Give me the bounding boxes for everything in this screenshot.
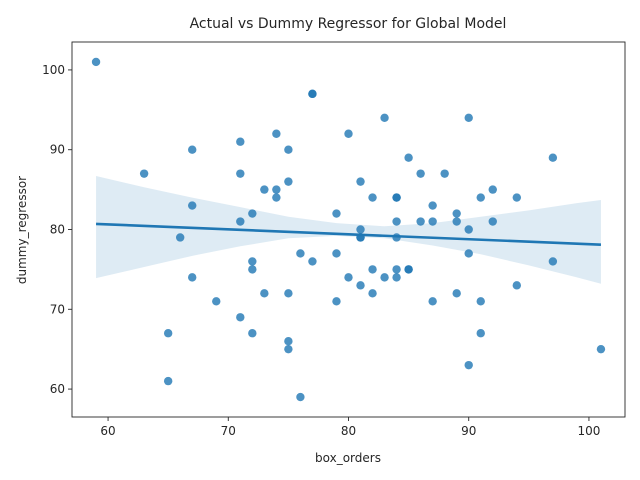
data-point xyxy=(356,225,365,234)
data-point xyxy=(404,153,413,162)
data-point xyxy=(188,201,197,210)
y-tick-label: 90 xyxy=(50,143,65,157)
data-point xyxy=(512,281,522,290)
x-axis-label: box_orders xyxy=(315,451,381,465)
data-point xyxy=(163,376,173,386)
x-tick-label: 60 xyxy=(100,424,115,438)
plot-area: 60 70 80 90 100 60 70 80 90 100 xyxy=(42,41,626,438)
data-point xyxy=(248,209,257,218)
data-point xyxy=(139,169,149,178)
data-point xyxy=(284,145,293,154)
data-point xyxy=(464,360,473,370)
y-axis-label: dummy_regressor xyxy=(15,176,29,284)
data-point xyxy=(332,209,341,218)
data-point xyxy=(416,169,425,178)
data-point xyxy=(548,257,558,266)
data-point xyxy=(212,297,221,306)
data-point xyxy=(464,113,473,122)
data-point xyxy=(476,329,485,338)
confidence-band xyxy=(96,176,601,284)
data-point xyxy=(440,169,449,178)
regression-line xyxy=(95,222,602,246)
data-point xyxy=(163,329,173,338)
data-point xyxy=(296,392,305,402)
data-point xyxy=(308,257,317,266)
data-point xyxy=(392,273,401,282)
data-point xyxy=(452,289,461,298)
data-point xyxy=(188,273,197,282)
y-tick-label: 70 xyxy=(50,302,65,316)
data-point xyxy=(260,185,269,194)
data-point xyxy=(272,185,281,194)
data-point xyxy=(272,129,281,138)
data-point xyxy=(91,57,101,67)
chart-title: Actual vs Dummy Regressor for Global Mod… xyxy=(190,16,507,32)
data-point xyxy=(380,273,389,282)
data-point xyxy=(175,233,185,242)
data-point xyxy=(476,193,485,202)
data-point xyxy=(236,313,245,322)
data-point xyxy=(260,289,269,298)
data-point xyxy=(356,177,365,186)
data-point xyxy=(428,201,437,210)
data-point xyxy=(284,289,293,298)
data-point xyxy=(236,169,245,178)
data-point xyxy=(248,257,257,266)
data-point xyxy=(452,209,461,218)
data-point xyxy=(380,113,389,122)
data-point xyxy=(392,217,401,226)
x-tick-label: 100 xyxy=(577,424,600,438)
data-point xyxy=(392,265,401,274)
data-point xyxy=(464,225,473,234)
data-point xyxy=(488,217,497,226)
data-point xyxy=(476,297,485,306)
data-point xyxy=(512,193,522,202)
data-point xyxy=(344,129,353,138)
data-point xyxy=(596,344,606,354)
data-point xyxy=(248,265,257,274)
data-point xyxy=(332,249,341,258)
data-point xyxy=(464,249,473,258)
y-tick-label: 80 xyxy=(50,223,65,237)
data-point xyxy=(284,177,293,186)
data-point xyxy=(428,297,437,306)
data-point xyxy=(368,193,377,202)
y-tick-label: 100 xyxy=(42,63,65,77)
data-point xyxy=(356,281,365,290)
data-point xyxy=(248,329,257,338)
data-point xyxy=(284,337,293,346)
data-point xyxy=(548,153,558,162)
data-point xyxy=(452,217,461,226)
data-point xyxy=(344,273,353,282)
data-point xyxy=(416,217,425,226)
data-point xyxy=(392,193,401,202)
x-tick-label: 80 xyxy=(341,424,356,438)
x-tick-label: 90 xyxy=(461,424,476,438)
data-point xyxy=(296,249,305,258)
data-point xyxy=(188,145,197,154)
x-tick-label: 70 xyxy=(221,424,236,438)
data-point xyxy=(236,217,245,226)
data-point xyxy=(368,265,377,274)
data-point xyxy=(284,344,293,354)
data-point xyxy=(368,289,377,298)
data-point xyxy=(308,89,317,99)
data-point xyxy=(488,185,497,194)
data-point xyxy=(332,297,341,306)
data-point xyxy=(428,217,437,226)
y-tick-label: 60 xyxy=(50,382,65,396)
data-point xyxy=(272,193,281,202)
data-point xyxy=(404,265,413,274)
data-point xyxy=(236,137,245,146)
